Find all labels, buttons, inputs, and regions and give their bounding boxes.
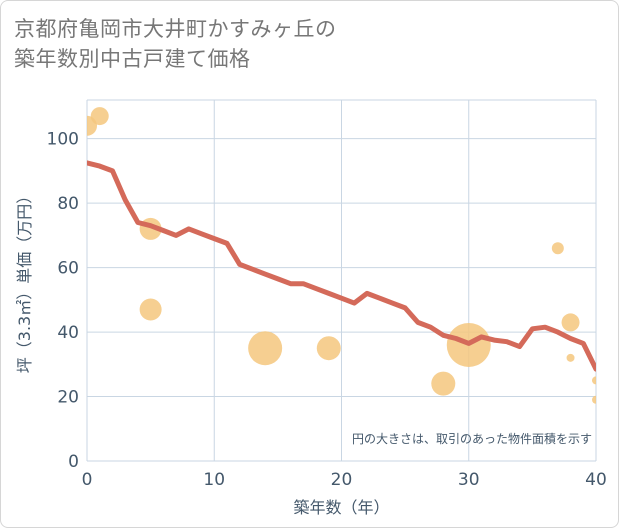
x-axis-label: 築年数（年） — [293, 498, 389, 517]
x-tick-label: 0 — [82, 470, 93, 490]
x-tick-label: 20 — [331, 470, 353, 490]
y-tick-label: 60 — [57, 259, 79, 279]
y-tick-label: 100 — [47, 130, 79, 150]
chart-title-line-1: 京都府亀岡市大井町かすみヶ丘の — [14, 17, 337, 41]
price-trend-line — [87, 160, 596, 372]
chart-title: 京都府亀岡市大井町かすみヶ丘の 築年数別中古戸建て価格 — [14, 14, 337, 74]
bubble-point — [561, 313, 580, 332]
bubble-point — [248, 331, 283, 366]
y-tick-label: 0 — [68, 452, 79, 472]
y-tick-label: 20 — [57, 388, 79, 408]
y-tick-label: 40 — [57, 323, 79, 343]
plot-area — [87, 107, 596, 404]
bubble-point — [592, 395, 596, 404]
bubble-point — [551, 242, 564, 255]
bubble-point — [566, 353, 575, 362]
bubble-point — [592, 376, 596, 385]
x-tick-label: 40 — [585, 470, 607, 490]
bubble-point — [431, 371, 456, 396]
bubble-point — [139, 298, 162, 321]
bubble-size-note: 円の大きさは、取引のあった物件面積を示す — [352, 431, 592, 446]
y-tick-label: 80 — [57, 194, 79, 214]
chart-title-line-2: 築年数別中古戸建て価格 — [14, 47, 251, 71]
x-tick-label: 10 — [203, 470, 225, 490]
y-axis-label: 坪（3.3㎡）単価（万円） — [15, 188, 34, 373]
bubble-point — [90, 107, 109, 126]
bubble-point — [316, 336, 341, 361]
x-tick-label: 30 — [458, 470, 480, 490]
